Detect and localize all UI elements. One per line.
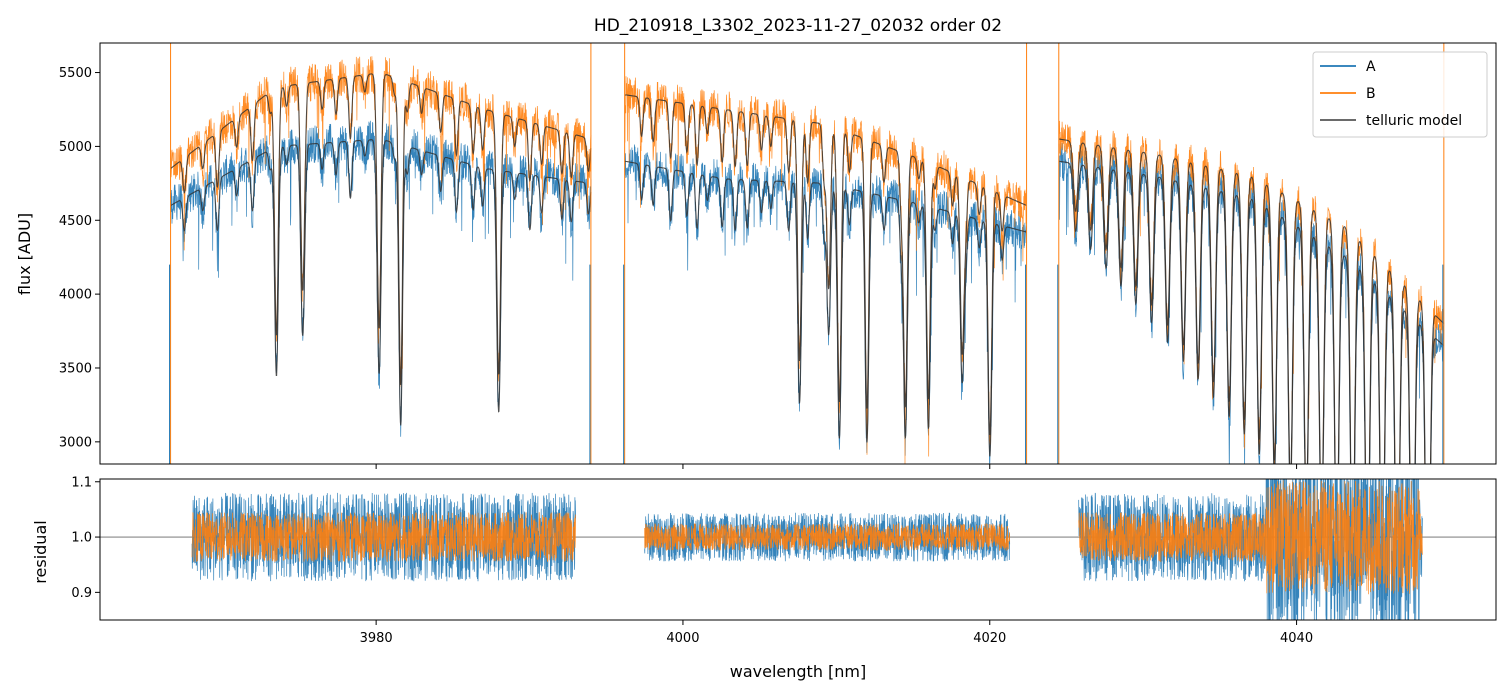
residual-axis-ticks: 3980 4000 4020 4040 0.9 1.0 1.1 (71, 475, 1313, 646)
main-axes-frame (99, 42, 1497, 465)
residual-series-b-line (1078, 480, 1423, 595)
residual-x-tick-label: 4020 (973, 631, 1006, 646)
residual-y-tick-label: 1.1 (71, 475, 92, 490)
residual-axes-frame (99, 478, 1497, 621)
residual-x-tick-label: 4000 (666, 631, 699, 646)
residual-y-axis-label: residual (31, 520, 50, 583)
legend: A B telluric model (1312, 51, 1488, 138)
telluric-model-a-line (170, 139, 592, 426)
residual-x-tick-label: 3980 (360, 631, 393, 646)
main-panel: 3000 3500 4000 4500 5000 5500 flux [ADU] (15, 42, 1497, 469)
main-plot-area (169, 43, 1445, 464)
main-y-tick-label: 3000 (59, 435, 92, 450)
chart-title: HD_210918_L3302_2023-11-27_02032 order 0… (594, 16, 1002, 36)
main-y-tick-label: 5000 (59, 140, 92, 155)
x-axis-label: wavelength [nm] (730, 662, 867, 681)
residual-y-tick-label: 1.0 (71, 531, 92, 546)
legend-box (1312, 51, 1488, 138)
residual-panel: 3980 4000 4020 4040 0.9 1.0 1.1 residual wavel… (31, 475, 1497, 681)
legend-label-telluric-model: telluric model (1366, 113, 1462, 129)
telluric-model-b-line (1058, 138, 1445, 464)
main-y-tick-label: 3500 (59, 361, 92, 376)
main-axis-ticks: 3000 3500 4000 4500 5000 5500 (59, 66, 1298, 469)
residual-plot-area (100, 479, 1496, 620)
main-y-tick-label: 4500 (59, 214, 92, 229)
telluric-model-b-line (624, 94, 1027, 436)
telluric-model-a-line (624, 160, 1027, 457)
residual-series-b-line (644, 522, 1011, 551)
residual-x-tick-label: 4040 (1280, 631, 1313, 646)
residual-series-b-line (191, 512, 576, 562)
legend-label-b: B (1366, 86, 1376, 102)
telluric-model-b-line (170, 73, 592, 386)
main-y-axis-label: flux [ADU] (15, 213, 34, 295)
legend-label-a: A (1366, 59, 1376, 75)
main-y-tick-label: 4000 (59, 288, 92, 303)
main-y-tick-label: 5500 (59, 66, 92, 81)
residual-y-tick-label: 0.9 (71, 586, 92, 601)
